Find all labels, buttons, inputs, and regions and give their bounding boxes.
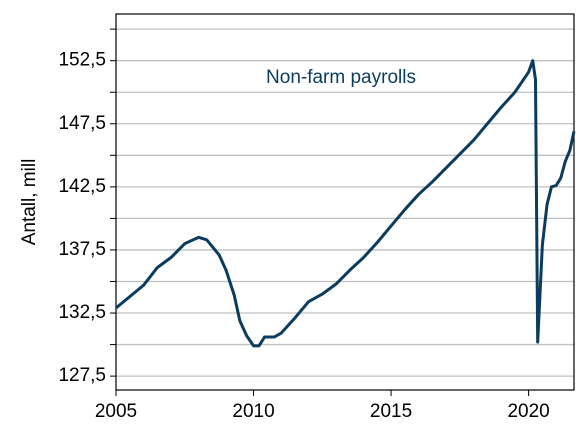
line-series xyxy=(115,59,576,348)
y-axis-label: Antall, mill xyxy=(19,159,40,246)
y-tick-label: 152,5 xyxy=(58,50,106,71)
x-tick-label: 2010 xyxy=(232,401,274,422)
x-tick-label: 2020 xyxy=(507,401,549,422)
y-tick-label: 132,5 xyxy=(58,302,106,323)
x-tick-label: 2015 xyxy=(370,401,412,422)
annotation: Non-farm payrolls xyxy=(266,67,416,88)
plot-frame xyxy=(115,13,575,391)
y-tick-label: 127,5 xyxy=(58,365,106,386)
x-tick-label: 2005 xyxy=(95,401,137,422)
y-tick-label: 142,5 xyxy=(58,176,106,197)
y-tick-label: 147,5 xyxy=(58,113,106,134)
y-tick-label: 137,5 xyxy=(58,239,106,260)
